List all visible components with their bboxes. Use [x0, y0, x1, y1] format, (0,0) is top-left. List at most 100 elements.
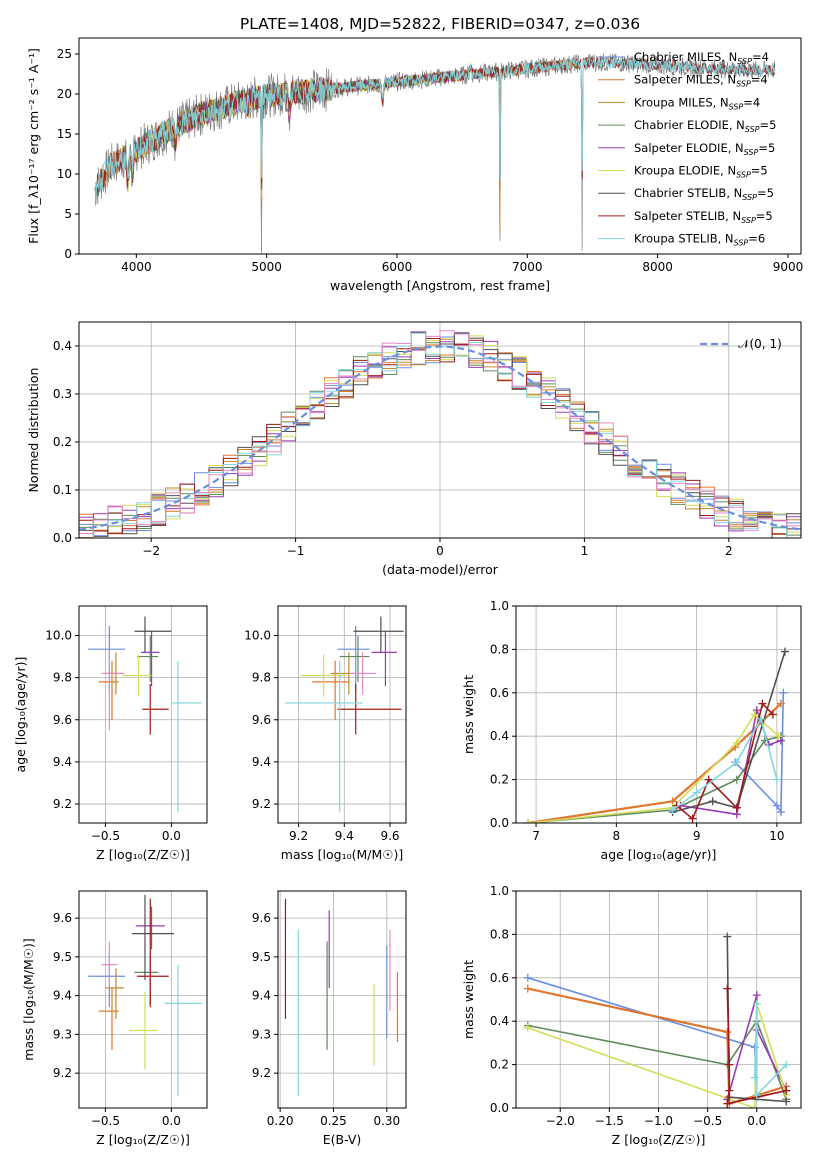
legend-label-suffix: =5 [758, 141, 775, 155]
weight_vs_age-marker-1-3 [776, 699, 785, 708]
weight_vs_age-plot-area [524, 647, 789, 823]
age_vs_mass-xtick-label-0: 9.2 [289, 829, 308, 843]
mass_vs_ebv-plot-area [284, 898, 399, 1097]
weight_vs_Z-ytick-label-3: 0.6 [490, 971, 509, 985]
mass_vs_Z-ytick-label-0: 9.2 [53, 1066, 72, 1080]
legend-label-1: Salpeter MILES, NSSP=4 [634, 73, 768, 89]
weight_vs_Z-marker-6-2 [725, 1086, 734, 1095]
legend-label-sub: SSP [744, 148, 759, 157]
legend-label-sub: SSP [729, 102, 744, 111]
weight_vs_age-marker-3-2 [752, 706, 761, 715]
legend-label-5: Kroupa ELODIE, NSSP=5 [634, 164, 768, 180]
weight_vs_age-ylabel: mass weight [461, 675, 476, 754]
age_vs_Z-ytick-label-1: 9.4 [53, 755, 72, 769]
weight_vs_Z-marker-3-1 [752, 991, 761, 1000]
weight_vs_age-marker-4-2 [732, 738, 741, 747]
age_vs_Z-ylabel: age [log₁₀(age/yr)] [13, 657, 28, 773]
spectrum-axes: 4000 5000 6000 7000 8000 9000 0 5 10 15 20 25 wavele… [26, 37, 803, 293]
weight_vs_age-ytick-label-2: 0.4 [490, 729, 509, 743]
weight_vs_age-marker-2-2 [732, 775, 741, 784]
legend-label-text: Chabrier STELIB, N [634, 186, 742, 200]
spectrum-xtick-label-2: 6000 [382, 260, 413, 274]
weight_vs_Z-marker-4-0 [523, 1023, 532, 1032]
residuals-ytick-label-2: 0.2 [53, 435, 72, 449]
weight_vs_Z-series-0 [527, 977, 787, 1099]
residual-hist-kroupa-elodie [79, 335, 801, 538]
weight_vs_age-ytick-label-0: 0.0 [490, 816, 509, 830]
weight_vs_age-xtick-label-3: 10 [769, 829, 784, 843]
weight_vs_Z-marker-5-0 [723, 932, 732, 941]
legend-label-text: Salpeter STELIB, N [634, 209, 741, 223]
age_vs_Z-xtick-label-1: 0.0 [162, 829, 181, 843]
mass_vs_Z-plot-area [88, 894, 202, 1097]
weight_vs_Z-marker-1-1 [723, 1028, 732, 1037]
weight_vs_Z-marker-7-1 [752, 999, 761, 1008]
weight_vs_Z-marker-7-3 [782, 1060, 791, 1069]
weight_vs_Z-ylabel: mass weight [461, 960, 476, 1039]
mass_vs_Z-ylabel: mass [log₁₀(M/M☉)] [21, 938, 36, 1060]
legend-label-text: Salpeter ELODIE, N [634, 141, 744, 155]
spectrum-ytick-label-4: 20 [57, 87, 72, 101]
weight_vs_Z-marker-1-0 [523, 984, 532, 993]
legend-label-suffix: =4 [752, 50, 769, 64]
weight_vs_Z-marker-7-2 [752, 1090, 761, 1099]
legend-label-text: Kroupa STELIB, N [634, 232, 734, 246]
weight_vs_Z-marker-6-3 [723, 1099, 732, 1108]
legend-label-2: Kroupa MILES, NSSP=4 [634, 95, 760, 111]
weight_vs_age-marker-6-5 [768, 710, 777, 719]
age_vs_mass-plot-area [284, 616, 404, 813]
weight_vs_age-axes: 7 8 9 10 0.0 0.2 0.4 0.6 0.8 1.0 age [log₁₀(age/yr… [461, 599, 802, 862]
legend-label-sub: SSP [737, 57, 752, 66]
legend-label-6: Chabrier STELIB, NSSP=5 [634, 186, 774, 202]
mass_vs_ebv-xtick-label-2: 0.30 [373, 1114, 400, 1128]
weight_vs_age-xtick-label-0: 7 [532, 829, 540, 843]
weight_vs_Z-xtick-label-2: −1.0 [644, 1114, 673, 1128]
weight_vs_age-marker-4-0 [524, 819, 533, 823]
age_vs_mass-ytick-label-3: 9.8 [252, 671, 271, 685]
weight_vs_Z-xtick-label-1: −1.5 [595, 1114, 624, 1128]
weight_vs_age-series-5 [672, 651, 786, 813]
residual-hist-pink [79, 330, 801, 534]
weight_vs_Z-marker-7-0 [750, 1073, 759, 1082]
legend-label-text: Salpeter MILES, N [634, 73, 736, 87]
legend-label-3: Chabrier ELODIE, NSSP=5 [634, 118, 776, 134]
legend-label-suffix: =5 [751, 164, 768, 178]
mass_vs_Z-ytick-label-1: 9.3 [53, 1027, 72, 1041]
mass_vs_ebv-ytick-label-0: 9.2 [252, 1066, 271, 1080]
weight_vs_age-marker-7-2 [732, 758, 741, 767]
weight_vs_Z-marker-0-0 [523, 973, 532, 982]
legend-label-suffix: =4 [751, 73, 768, 87]
legend-label-suffix: =5 [756, 209, 773, 223]
age_vs_Z-ytick-label-4: 10.0 [45, 628, 72, 642]
weight_vs_Z-xtick-label-0: −2.0 [546, 1114, 575, 1128]
weight_vs_Z-marker-5-2 [782, 1097, 791, 1106]
legend-label-sub: SSP [742, 193, 757, 202]
age_vs_mass-xtick-label-2: 9.6 [380, 829, 399, 843]
legend-label-8: Kroupa STELIB, NSSP=6 [634, 232, 765, 248]
mass_vs_ebv-axes: 0.20 0.25 0.30 9.2 9.3 9.4 9.5 9.6 E(B-V) [252, 890, 407, 1147]
weight_vs_age-marker-3-4 [776, 736, 785, 745]
residuals-xtick-label-4: 2 [725, 544, 733, 558]
mass_vs_ebv-xtick-label-0: 0.20 [267, 1114, 294, 1128]
legend-label-4: Salpeter ELODIE, NSSP=5 [634, 141, 775, 157]
weight_vs_age-frame [515, 605, 802, 824]
weight_vs_Z-ytick-label-5: 1.0 [490, 884, 509, 898]
weight_vs_age-marker-7-0 [668, 805, 677, 814]
age_vs_Z-ytick-label-2: 9.6 [53, 713, 72, 727]
residuals-ytick-label-3: 0.3 [53, 387, 72, 401]
mass_vs_ebv-ytick-label-4: 9.6 [252, 911, 271, 925]
normal-pdf-curve [79, 345, 801, 531]
age_vs_Z-ytick-label-0: 9.2 [53, 797, 72, 811]
legend-label-sub: SSP [736, 80, 751, 89]
age_vs_mass-axes: 9.2 9.4 9.6 9.2 9.4 9.6 9.8 10.0 mass [log₁₀(M/M… [244, 605, 407, 862]
spectrum-ytick-label-5: 25 [57, 47, 72, 61]
spectrum-xtick-label-3: 7000 [512, 260, 543, 274]
mass_vs_Z-ytick-label-2: 9.4 [53, 989, 72, 1003]
legend-label-7: Salpeter STELIB, NSSP=5 [634, 209, 773, 225]
mass_vs_Z-axes: −0.5 0.0 9.2 9.3 9.4 9.5 9.6 Z [log₁₀(Z/Z☉)] mas… [21, 890, 208, 1147]
weight_vs_age-ytick-label-3: 0.6 [490, 686, 509, 700]
age_vs_mass-frame [277, 605, 407, 824]
weight_vs_age-marker-6-4 [758, 699, 767, 708]
mass_vs_ebv-xtick-label-1: 0.25 [320, 1114, 347, 1128]
